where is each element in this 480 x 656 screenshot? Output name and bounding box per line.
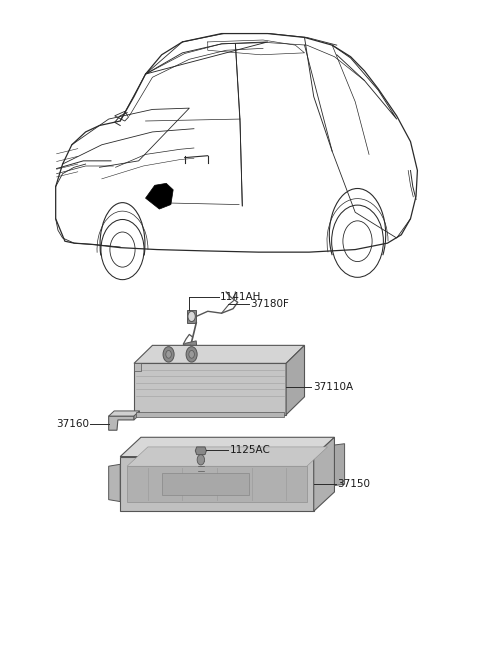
- Polygon shape: [136, 411, 284, 417]
- Circle shape: [197, 455, 204, 465]
- Circle shape: [188, 312, 195, 321]
- Polygon shape: [108, 411, 140, 416]
- Circle shape: [189, 350, 194, 358]
- Polygon shape: [195, 447, 206, 455]
- Circle shape: [186, 346, 197, 362]
- Polygon shape: [145, 183, 173, 209]
- Polygon shape: [286, 345, 304, 415]
- Polygon shape: [108, 464, 120, 502]
- Polygon shape: [314, 438, 335, 511]
- Polygon shape: [134, 363, 286, 415]
- Polygon shape: [162, 472, 249, 495]
- Polygon shape: [108, 416, 134, 430]
- Text: 37180F: 37180F: [250, 298, 289, 308]
- Polygon shape: [127, 466, 307, 502]
- Polygon shape: [185, 341, 197, 355]
- Polygon shape: [134, 411, 140, 420]
- Text: 1125AC: 1125AC: [229, 445, 270, 455]
- Text: 1141AH: 1141AH: [220, 292, 262, 302]
- Polygon shape: [120, 438, 335, 457]
- Polygon shape: [127, 447, 327, 466]
- Polygon shape: [134, 363, 141, 371]
- Polygon shape: [187, 310, 196, 323]
- Text: 37110A: 37110A: [313, 382, 353, 392]
- Polygon shape: [335, 443, 345, 485]
- Circle shape: [166, 350, 171, 358]
- Polygon shape: [134, 345, 304, 363]
- Text: 37150: 37150: [337, 479, 370, 489]
- Polygon shape: [120, 457, 314, 511]
- Circle shape: [163, 346, 174, 362]
- Text: 37160: 37160: [56, 419, 89, 429]
